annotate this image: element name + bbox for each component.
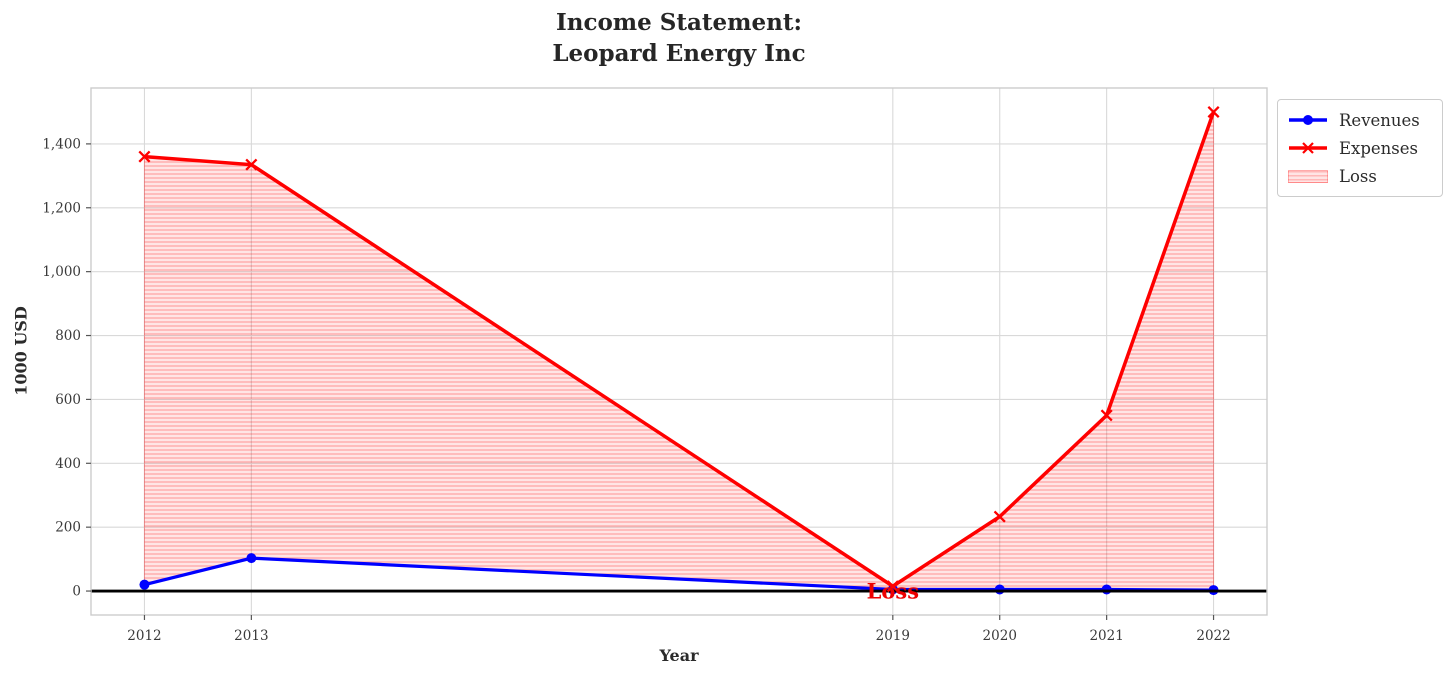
legend-label-revenues: Revenues <box>1339 110 1420 130</box>
y-tick-label: 200 <box>55 520 81 536</box>
legend-row-loss: Loss <box>1288 162 1432 190</box>
y-tick-label: 600 <box>55 392 81 408</box>
x-tick-label: 2020 <box>983 628 1017 644</box>
x-tick-label: 2019 <box>876 628 910 644</box>
expenses-line-swatch <box>1288 138 1328 158</box>
x-tick-label: 2012 <box>127 628 161 644</box>
tick-marks <box>86 143 1215 620</box>
y-tick-label: 1,000 <box>42 264 81 280</box>
loss-area <box>143 111 1215 591</box>
x-axis-label: Year <box>659 646 699 665</box>
chart-title-line2: Leopard Energy Inc <box>552 40 806 67</box>
x-tick-label: 2021 <box>1089 628 1123 644</box>
expenses-line <box>144 111 1216 589</box>
y-tick-label: 0 <box>72 584 81 600</box>
y-axis-label: 1000 USD <box>11 306 31 396</box>
legend-label-loss: Loss <box>1339 166 1377 186</box>
plot-border <box>90 87 1268 616</box>
legend-row-expenses: Expenses <box>1288 134 1432 162</box>
y-tick-label: 800 <box>55 328 81 344</box>
loss-annotation: Loss <box>866 578 920 604</box>
loss-patch-swatch <box>1288 169 1328 183</box>
y-tick-label: 1,400 <box>42 136 81 152</box>
tick-labels: 0 200 400 600 800 1,000 1,200 1,400 2012 2013 2019… <box>42 136 1230 644</box>
legend-label-expenses: Expenses <box>1339 138 1419 158</box>
expenses-markers <box>138 105 1220 593</box>
x-tick-label: 2022 <box>1196 628 1230 644</box>
x-tick-label: 2013 <box>234 628 268 644</box>
chart-title-line1: Income Statement: <box>555 9 802 36</box>
y-tick-label: 400 <box>55 456 81 472</box>
legend-row-revenues: Revenues <box>1288 106 1432 134</box>
legend: Revenues Expenses Loss <box>1277 99 1443 197</box>
y-tick-label: 1,200 <box>42 200 81 216</box>
chart-title: Income Statement: Leopard Energy Inc <box>91 7 1267 69</box>
revenues-line <box>144 556 1214 592</box>
revenues-line-swatch <box>1288 110 1328 130</box>
